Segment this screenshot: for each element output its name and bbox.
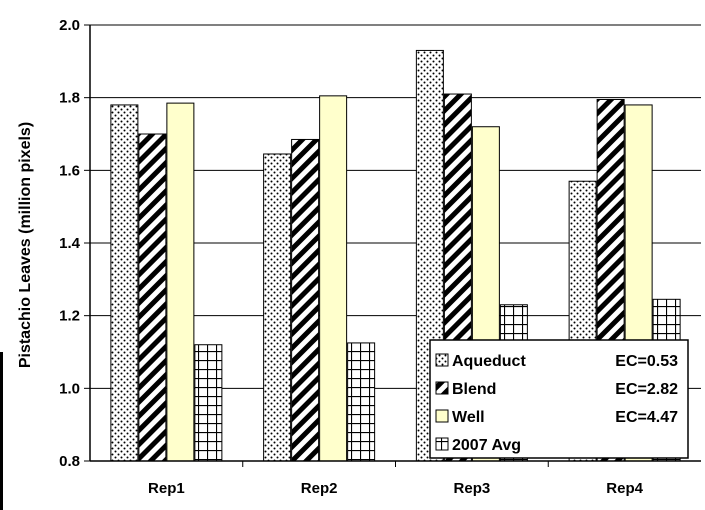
x-tick-labels: Rep1 Rep2 Rep3 Rep4 bbox=[148, 480, 644, 497]
legend-label: Well bbox=[452, 409, 485, 426]
y-tick-label: 1.2 bbox=[59, 308, 80, 325]
edge-mark bbox=[0, 352, 3, 510]
x-tick-label: Rep1 bbox=[148, 480, 185, 497]
legend-swatch bbox=[435, 409, 449, 423]
bar-well-rep1 bbox=[166, 102, 195, 462]
bar-aqueduct-rep1 bbox=[110, 104, 139, 462]
legend-label: Aqueduct bbox=[452, 353, 526, 370]
y-tick-label: 1.8 bbox=[59, 90, 80, 107]
legend-ec-label: EC=0.53 bbox=[615, 353, 678, 370]
legend-ec-label: EC=4.47 bbox=[615, 409, 678, 426]
y-tick-labels: 0.8 1.0 1.2 1.4 1.6 1.8 2.0 bbox=[59, 17, 81, 470]
legend-label: Blend bbox=[452, 381, 496, 398]
y-tick-label: 1.6 bbox=[59, 162, 80, 179]
legend-box bbox=[429, 339, 689, 459]
bar-aqueduct-rep2 bbox=[263, 153, 292, 462]
legend-swatch bbox=[435, 353, 449, 367]
x-tick-label: Rep3 bbox=[454, 480, 491, 497]
bar-well-rep2 bbox=[319, 95, 348, 462]
y-tick-label: 2.0 bbox=[59, 17, 80, 34]
bar-blend-rep1 bbox=[138, 133, 167, 462]
x-tick-label: Rep2 bbox=[301, 480, 338, 497]
axes bbox=[89, 25, 701, 462]
legend-label: 2007 Avg bbox=[452, 437, 521, 454]
legend-swatch bbox=[435, 381, 449, 395]
y-tick-label: 1.0 bbox=[59, 380, 80, 397]
legend-swatch bbox=[435, 437, 449, 451]
y-axis-label: Pistachio Leaves (million pixels) bbox=[17, 122, 34, 368]
legend: Aqueduct EC=0.53 Blend EC=2.82 Well EC=4.47 20… bbox=[429, 339, 689, 459]
bar-2007-avg-rep2 bbox=[347, 342, 376, 462]
x-tick-label: Rep4 bbox=[606, 480, 643, 497]
y-tick-label: 1.4 bbox=[59, 235, 81, 252]
bar-2007-avg-rep1 bbox=[194, 344, 223, 462]
bar-blend-rep2 bbox=[291, 138, 320, 462]
y-tick-label: 0.8 bbox=[59, 453, 80, 470]
legend-ec-label: EC=2.82 bbox=[615, 381, 678, 398]
